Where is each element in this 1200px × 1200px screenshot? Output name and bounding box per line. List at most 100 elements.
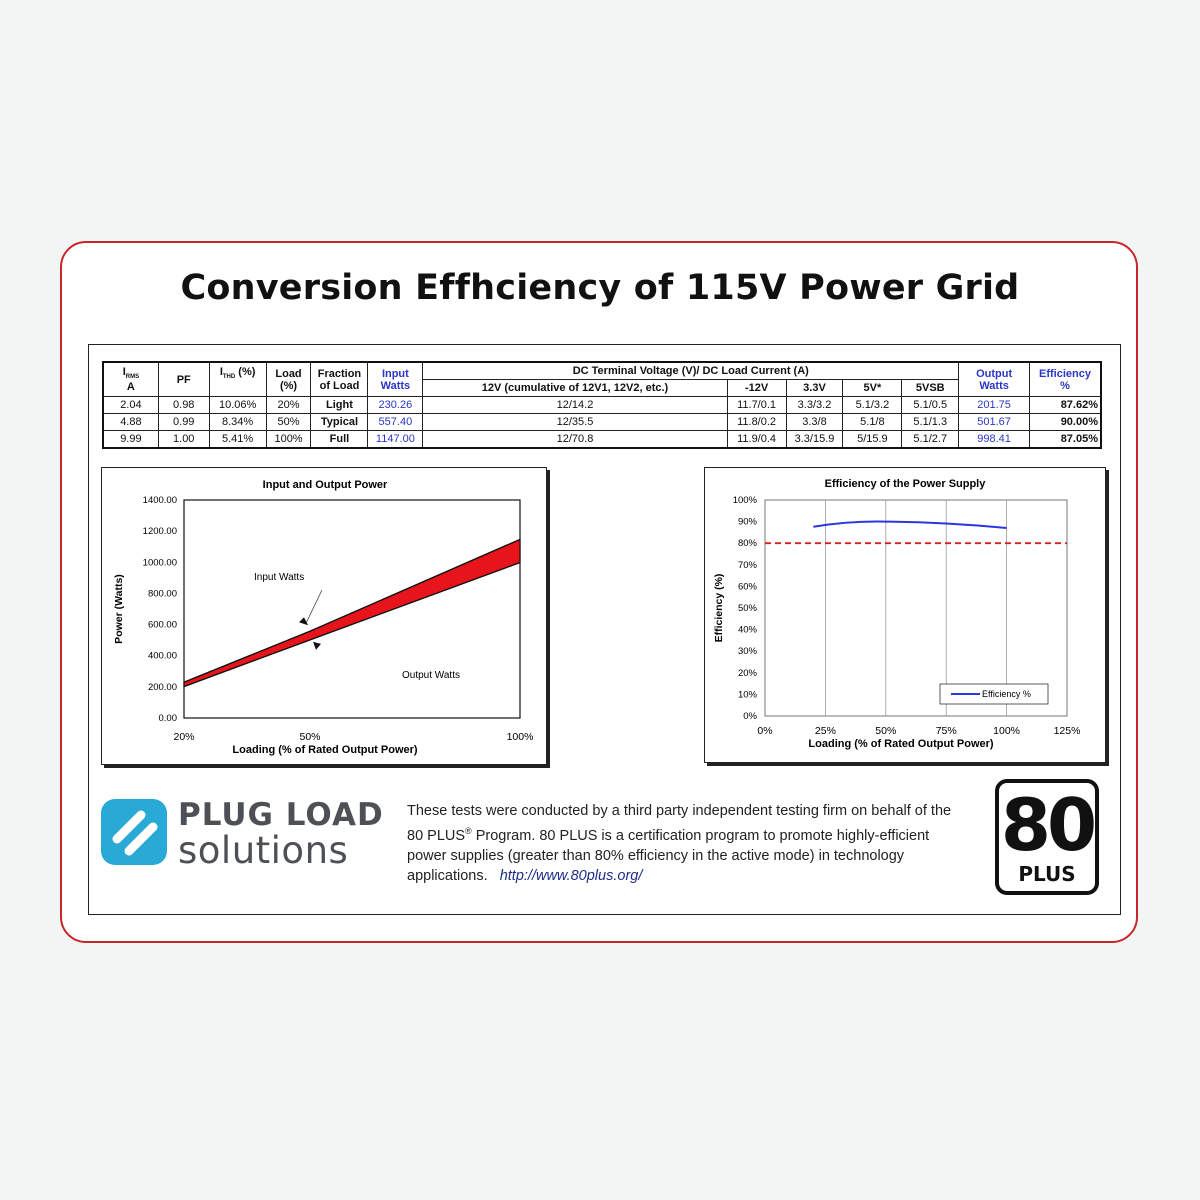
y-tick-label: 200.00 [148,682,177,693]
cell-input: 557.40 [367,413,424,431]
x-tick-label: 25% [815,725,836,737]
cell-m12v: 11.9/0.4 [726,430,787,449]
header-output: Output Watts [958,361,1030,397]
y-tick-label: 40% [738,625,758,636]
legend-label-efficiency: Efficiency % [982,689,1031,699]
header-dc-group: DC Terminal Voltage (V)/ DC Load Current… [422,361,960,380]
y-tick-label: 1000.00 [143,557,177,568]
y-tick-label: 30% [738,646,758,657]
table-row: 9.99 1.00 5.41% 100% Full 1147.00 12/70.… [102,430,1102,449]
y-tick-label: 0% [743,711,757,722]
y-tick-label: 10% [738,689,758,700]
header-pf: PF [157,361,210,397]
header-m12v: -12V [726,379,787,397]
x-tick-label: 125% [1054,725,1081,737]
cell-load: 100% [265,430,312,449]
x-tick-label: 100% [507,731,534,743]
plot-area [183,499,521,719]
efficiency-chart: Efficiency of the Power Supply 0% 10% 20% 30… [704,467,1106,763]
y-tick-label: 20% [738,668,758,679]
annotation-arrowhead-output [313,641,321,650]
header-fraction: Fraction of Load [310,361,369,397]
series-line-input [183,538,521,683]
cell-pf: 0.98 [157,396,210,414]
plug-load-logo-icon [101,799,167,865]
cell-ithd: 5.41% [208,430,267,449]
cell-efficiency: 87.62% [1029,396,1102,414]
cell-irms: 9.99 [102,430,159,449]
header-irms: IRMS A [102,361,159,397]
y-tick-label: 80% [738,538,758,549]
badge-text: PLUS [1018,862,1076,886]
x-tick-label: 0% [757,725,772,737]
report-panel: IRMS A PF ITHD (%) Load (%) Fraction of Loa… [88,344,1121,915]
cell-ithd: 10.06% [208,396,267,414]
y-tick-label: 100% [733,495,758,506]
x-axis-label: Loading (% of Rated Output Power) [808,738,993,750]
cell-efficiency: 87.05% [1029,430,1102,449]
x-tick-label: 50% [875,725,896,737]
logo-text-plug-load: PLUG LOAD [178,797,384,833]
cell-input: 1147.00 [367,430,424,449]
x-tick-label: 100% [993,725,1020,737]
header-12v: 12V (cumulative of 12V1, 12V2, etc.) [422,379,728,397]
header-efficiency: Efficiency% [1029,361,1102,397]
cell-5vsb: 5.1/2.7 [901,430,960,449]
cell-3v3: 3.3/15.9 [785,430,844,449]
cell-5v: 5/15.9 [842,430,903,449]
power-chart-svg: Input and Output Power 0.00 200.00 400.00 60… [113,479,534,756]
x-tick-label: 75% [936,725,957,737]
efficiency-table: IRMS A PF ITHD (%) Load (%) Fraction of Loa… [102,361,1102,449]
header-5v: 5V* [842,379,903,397]
80-plus-badge: 80 PLUS [995,779,1099,895]
cell-output: 201.75 [958,396,1030,414]
x-tick-label: 20% [173,731,194,743]
page-title: Conversion Effhciency of 115V Power Grid [180,268,1020,308]
cell-3v3: 3.3/8 [785,413,844,431]
cell-12v: 12/70.8 [422,430,728,449]
cell-pf: 0.99 [157,413,210,431]
series-line-efficiency [813,520,1007,529]
annotation-output-watts: Output Watts [402,670,460,681]
y-tick-label: 800.00 [148,588,177,599]
certification-description: These tests were conducted by a third pa… [407,803,952,884]
y-axis-label: Efficiency (%) [713,574,725,643]
y-tick-label: 1200.00 [143,526,177,537]
header-input: Input Watts [367,361,424,397]
cell-efficiency: 90.00% [1029,413,1102,431]
cell-irms: 2.04 [102,396,159,414]
y-axis-label: Power (Watts) [113,574,125,644]
logo-text-solutions: solutions [178,829,349,872]
table-row: 2.04 0.98 10.06% 20% Light 230.26 12/14.… [102,396,1102,414]
cell-5vsb: 5.1/0.5 [901,396,960,414]
cell-input: 230.26 [367,396,424,414]
y-tick-label: 90% [738,517,758,528]
efficiency-chart-svg: Efficiency of the Power Supply 0% 10% 20% 30… [713,478,1081,750]
y-tick-label: 70% [738,560,758,571]
cell-load: 50% [265,413,312,431]
cell-output: 998.41 [958,430,1030,449]
annotation-input-watts: Input Watts [254,572,304,583]
cell-12v: 12/35.5 [422,413,728,431]
x-tick-label: 50% [299,731,320,743]
y-tick-label: 0.00 [159,713,178,724]
cell-m12v: 11.7/0.1 [726,396,787,414]
cell-5vsb: 5.1/1.3 [901,413,960,431]
cell-load: 20% [265,396,312,414]
cell-fraction: Light [310,396,369,414]
header-3v3: 3.3V [785,379,844,397]
power-chart: Input and Output Power 0.00 200.00 400.00 60… [101,467,547,765]
cell-fraction: Typical [310,413,369,431]
y-tick-label: 1400.00 [143,495,177,506]
chart-title: Input and Output Power [263,479,388,491]
cell-12v: 12/14.2 [422,396,728,414]
x-axis-label: Loading (% of Rated Output Power) [232,744,417,756]
table-header-row: IRMS A PF ITHD (%) Load (%) Fraction of Loa… [102,361,1102,397]
cell-5v: 5.1/8 [842,413,903,431]
80plus-link[interactable]: http://www.80plus.org/ [499,867,643,884]
annotation-arrow-input [305,589,323,624]
y-tick-label: 60% [738,581,758,592]
cell-m12v: 11.8/0.2 [726,413,787,431]
table-row: 4.88 0.99 8.34% 50% Typical 557.40 12/35… [102,413,1102,431]
badge-number: 80 [1000,783,1097,867]
